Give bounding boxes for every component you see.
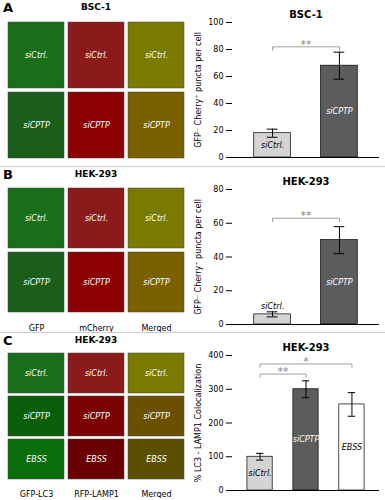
html-text:B: B: [3, 167, 13, 182]
svg-text:siCPTP: siCPTP: [83, 121, 110, 130]
svg-text:EBSS: EBSS: [26, 455, 46, 464]
svg-text:GFP: GFP: [29, 324, 45, 332]
svg-text:20: 20: [213, 286, 223, 295]
svg-text:siCPTP: siCPTP: [23, 412, 50, 421]
html-text:C: C: [3, 333, 13, 348]
svg-text:siCPTP: siCPTP: [293, 435, 320, 444]
svg-text:0: 0: [218, 153, 223, 162]
svg-text:HEK-293: HEK-293: [282, 342, 329, 353]
svg-text:BSC-1: BSC-1: [289, 9, 323, 20]
svg-text:200: 200: [208, 419, 223, 428]
svg-text:siCtrl.: siCtrl.: [261, 141, 284, 150]
svg-text:100: 100: [208, 452, 223, 461]
svg-text:siCPTP: siCPTP: [326, 278, 353, 287]
svg-text:siCtrl.: siCtrl.: [25, 369, 48, 378]
html-text:HEK-293: HEK-293: [74, 335, 118, 345]
svg-text:siCtrl.: siCtrl.: [248, 469, 271, 478]
svg-text:siCtrl.: siCtrl.: [85, 51, 108, 60]
svg-text:siCtrl.: siCtrl.: [145, 214, 168, 223]
svg-text:siCPTP: siCPTP: [143, 278, 170, 287]
svg-text:siCPTP: siCPTP: [83, 278, 110, 287]
svg-text:% LC3 - LAMP1 Colocalization: % LC3 - LAMP1 Colocalization: [194, 364, 203, 483]
svg-text:GFP⁻ Cherry⁺ puncta per cell: GFP⁻ Cherry⁺ puncta per cell: [194, 32, 203, 148]
svg-text:siCtrl.: siCtrl.: [145, 369, 168, 378]
svg-text:40: 40: [213, 99, 223, 108]
svg-text:**: **: [301, 38, 313, 51]
svg-text:300: 300: [208, 385, 223, 394]
svg-text:GFP-LC3: GFP-LC3: [20, 490, 53, 498]
svg-text:EBSS: EBSS: [342, 443, 362, 452]
svg-text:siCtrl.: siCtrl.: [145, 51, 168, 60]
svg-text:0: 0: [218, 320, 223, 329]
svg-text:**: **: [301, 209, 313, 222]
svg-text:100: 100: [208, 18, 223, 27]
svg-text:siCtrl.: siCtrl.: [25, 51, 48, 60]
svg-text:80: 80: [213, 185, 223, 194]
svg-text:siCtrl.: siCtrl.: [261, 302, 284, 311]
html-text:A: A: [3, 0, 14, 15]
svg-text:EBSS: EBSS: [146, 455, 166, 464]
svg-text:siCtrl.: siCtrl.: [25, 214, 48, 223]
svg-text:Merged: Merged: [141, 324, 171, 332]
svg-text:Merged: Merged: [141, 490, 171, 498]
svg-text:siCPTP: siCPTP: [23, 278, 50, 287]
svg-text:GFP⁻ Cherry⁺ puncta per cell: GFP⁻ Cherry⁺ puncta per cell: [194, 199, 203, 315]
svg-text:RFP-LAMP1: RFP-LAMP1: [74, 490, 119, 498]
svg-text:20: 20: [213, 126, 223, 135]
svg-text:60: 60: [213, 72, 223, 81]
html-text:HEK-293: HEK-293: [74, 169, 118, 179]
svg-text:*: *: [303, 355, 309, 368]
svg-text:siCPTP: siCPTP: [83, 412, 110, 421]
svg-text:siCtrl.: siCtrl.: [85, 369, 108, 378]
svg-text:80: 80: [213, 45, 223, 54]
svg-text:siCPTP: siCPTP: [326, 107, 353, 116]
svg-text:mCherry: mCherry: [79, 324, 114, 332]
svg-text:siCPTP: siCPTP: [143, 412, 170, 421]
svg-text:HEK-293: HEK-293: [282, 176, 329, 187]
svg-text:0: 0: [218, 486, 223, 495]
svg-text:EBSS: EBSS: [86, 455, 106, 464]
html-text:BSC-1: BSC-1: [80, 2, 112, 12]
svg-text:siCPTP: siCPTP: [143, 121, 170, 130]
svg-text:siCPTP: siCPTP: [23, 121, 50, 130]
svg-text:400: 400: [208, 351, 223, 360]
svg-text:**: **: [278, 365, 290, 378]
svg-text:60: 60: [213, 219, 223, 228]
svg-text:40: 40: [213, 253, 223, 262]
svg-text:siCtrl.: siCtrl.: [85, 214, 108, 223]
